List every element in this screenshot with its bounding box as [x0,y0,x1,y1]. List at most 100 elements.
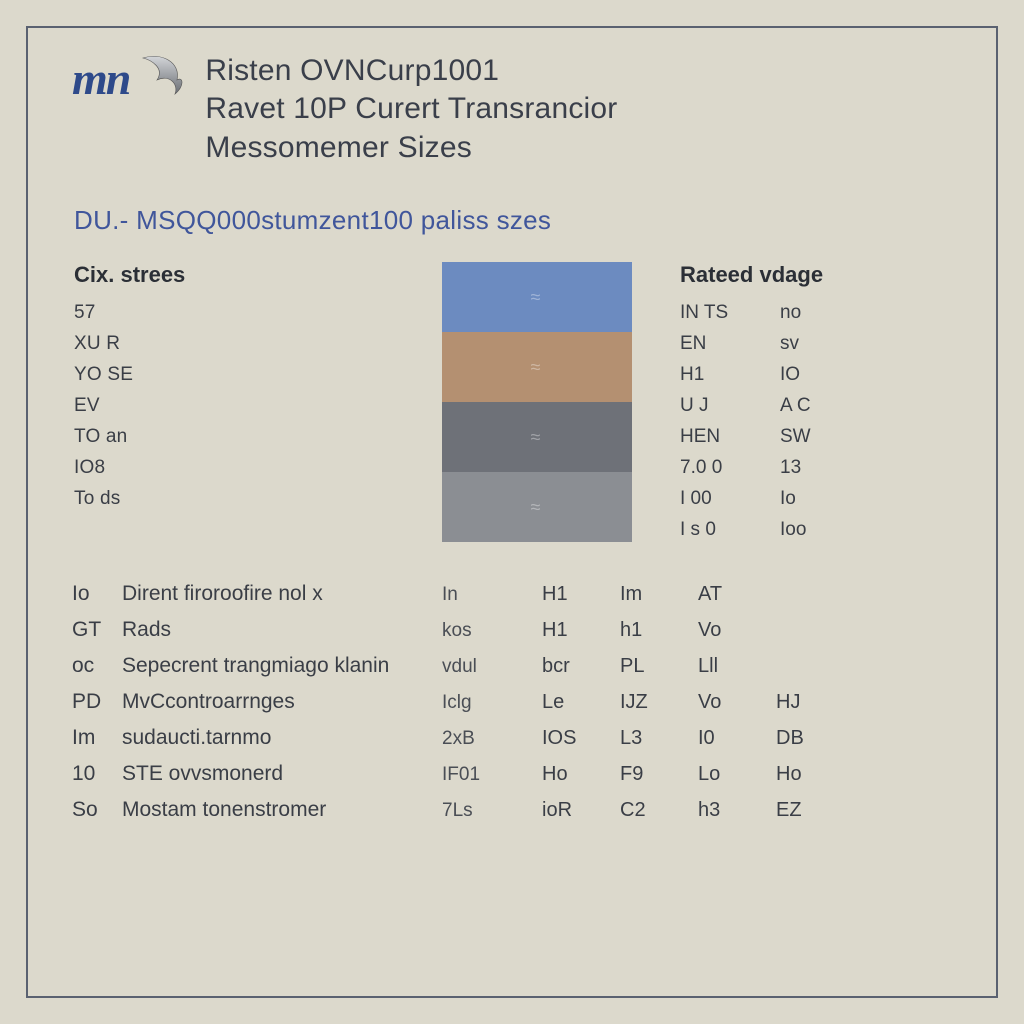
spec-value: L3 [620,727,698,750]
right-table-cell: I 00 [680,488,734,510]
spec-value: I0 [698,727,776,750]
spec-value: HJ [776,691,854,714]
right-table-cell: EN [680,333,734,355]
logo-mark-icon [131,50,187,106]
right-table-cell: IN TS [680,302,734,324]
spec-value: AT [698,583,776,606]
right-table: IN TSnoENsvH1IOU JA CHENSW7.0 013I 00IoI… [680,302,952,541]
right-table-row: HEN SW [680,426,952,448]
right-table-cell: I s 0 [680,519,734,541]
spec-label: sudaucti.tarnmo [122,726,442,750]
spec-value: Vo [698,691,776,714]
upper-block: Cix. strees 57XU RYO SEEVTO anIO8To ds ≈… [72,262,952,550]
spec-row: GTRadskosH1h1Vo [72,612,952,648]
right-table-cell: no [780,302,834,324]
spec-unit: In [442,584,542,606]
spec-code: GT [72,618,122,642]
spec-value: Im [620,583,698,606]
spec-unit: IF01 [442,764,542,786]
spec-label: Mostam tonenstromer [122,798,442,822]
spec-label: Rads [122,618,442,642]
right-table-row: EN sv [680,333,952,355]
right-table-cell: U J [680,395,734,417]
left-list-item: XU R [74,333,442,355]
swatch-glyph-icon: ≈ [531,287,544,308]
spec-unit: Iclg [442,692,542,714]
spec-code: So [72,798,122,822]
right-table-cell: 13 [780,457,834,479]
left-header: Cix. strees [74,262,442,288]
left-list-item: TO an [74,426,442,448]
swatch-glyph-icon: ≈ [531,497,544,518]
title-line-1: Risten OVNCurp1001 [205,52,617,90]
spec-code: Im [72,726,122,750]
title-line-2: Ravet 10P Curert Transrancior [205,90,617,128]
spec-value: bcr [542,655,620,678]
spec-unit: 7Ls [442,800,542,822]
spec-value: Ho [776,763,854,786]
spec-label: STE ovvsmonerd [122,762,442,786]
spec-value: h3 [698,799,776,822]
spec-code: 10 [72,762,122,786]
right-table-row: H1 IO [680,364,952,386]
spec-unit: kos [442,620,542,642]
color-swatch: ≈ [442,262,632,332]
spec-code: PD [72,690,122,714]
right-table-row: I s 0 Ioo [680,519,952,541]
right-header: Rateed vdage [680,262,952,288]
right-table-cell: sv [780,333,834,355]
right-table-row: U JA C [680,395,952,417]
left-list-item: 57 [74,302,442,324]
title-line-3: Messomemer Sizes [205,129,617,167]
spec-value: PL [620,655,698,678]
right-table-cell: A C [780,395,834,417]
left-list-item: To ds [74,488,442,510]
spec-row: Imsudaucti.tarnmo2xBIOSL3I0DB [72,720,952,756]
spec-value: IJZ [620,691,698,714]
spec-value: H1 [542,583,620,606]
swatch-glyph-icon: ≈ [531,427,544,448]
spec-label: Sepecrent trangmiago klanin [122,654,442,678]
spec-value: Ho [542,763,620,786]
right-table-cell: Io [780,488,834,510]
datasheet-panel: mn Risten OVNCurp1001 Ravet 10P Curert T… [26,26,998,998]
swatch-stack: ≈ ≈ ≈ ≈ [442,262,632,542]
left-list-item: EV [74,395,442,417]
section-heading: DU.- MSQQ000stumzent100 paliss szes [74,205,952,236]
spec-value: DB [776,727,854,750]
color-swatch: ≈ [442,332,632,402]
left-column: Cix. strees 57XU RYO SEEVTO anIO8To ds [72,262,442,519]
spec-value: Lo [698,763,776,786]
color-swatch: ≈ [442,472,632,542]
spec-label: Dirent firoroofire nol x [122,582,442,606]
spec-row: PDMvCcontroarrngesIclgLeIJZVoHJ [72,684,952,720]
swatch-glyph-icon: ≈ [531,357,544,378]
logo-text: mn [72,52,129,105]
brand-logo: mn [72,50,187,106]
right-table-cell: Ioo [780,519,834,541]
left-list: 57XU RYO SEEVTO anIO8To ds [74,302,442,510]
spec-row: SoMostam tonenstromer7LsioRC2h3EZ [72,792,952,828]
right-table-row: I 00 Io [680,488,952,510]
spec-value: Lll [698,655,776,678]
spec-value: ioR [542,799,620,822]
spec-unit: vdul [442,656,542,678]
left-list-item: YO SE [74,364,442,386]
right-column: Rateed vdage IN TSnoENsvH1IOU JA CHENSW7… [632,262,952,550]
spec-value: F9 [620,763,698,786]
color-swatch: ≈ [442,402,632,472]
spec-value: IOS [542,727,620,750]
header: mn Risten OVNCurp1001 Ravet 10P Curert T… [72,50,952,167]
right-table-cell: IO [780,364,834,386]
spec-value: C2 [620,799,698,822]
right-table-row: IN TS no [680,302,952,324]
spec-value: h1 [620,619,698,642]
right-table-cell: HEN [680,426,734,448]
right-table-cell: H1 [680,364,734,386]
right-table-cell: SW [780,426,834,448]
spec-label: MvCcontroarrnges [122,690,442,714]
spec-value: Le [542,691,620,714]
spec-row: 10STE ovvsmonerdIF01HoF9LoHo [72,756,952,792]
spec-value: H1 [542,619,620,642]
spec-row: IoDirent firoroofire nol xInH1ImAT [72,576,952,612]
